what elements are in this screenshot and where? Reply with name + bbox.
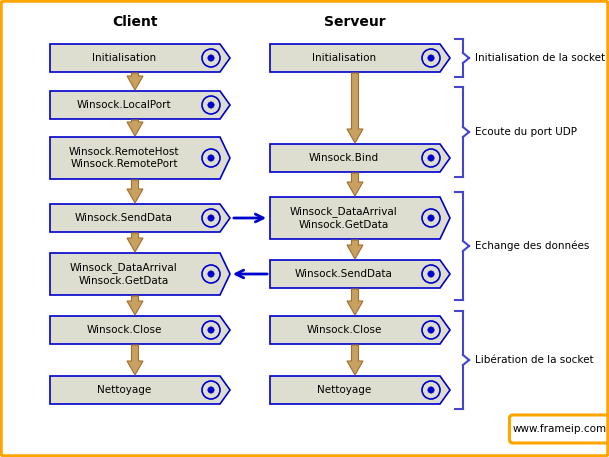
Circle shape <box>208 271 214 277</box>
Polygon shape <box>127 233 143 252</box>
Circle shape <box>208 155 214 161</box>
Circle shape <box>208 102 214 108</box>
Polygon shape <box>50 44 230 72</box>
Circle shape <box>428 155 434 161</box>
Text: Winsock.SendData: Winsock.SendData <box>295 269 393 279</box>
Circle shape <box>428 215 434 221</box>
Circle shape <box>208 55 214 61</box>
Polygon shape <box>347 173 363 196</box>
Circle shape <box>208 215 214 221</box>
Polygon shape <box>347 289 363 315</box>
Polygon shape <box>127 345 143 375</box>
Circle shape <box>208 327 214 333</box>
Polygon shape <box>127 73 143 90</box>
Polygon shape <box>50 91 230 119</box>
Circle shape <box>428 271 434 277</box>
Text: Nettoyage: Nettoyage <box>317 385 371 395</box>
Circle shape <box>428 387 434 393</box>
Text: Serveur: Serveur <box>324 15 386 29</box>
Circle shape <box>428 327 434 333</box>
Text: Winsock.Close: Winsock.Close <box>86 325 161 335</box>
Text: Initialisation: Initialisation <box>92 53 156 63</box>
Text: Winsock_DataArrival
Winsock.GetData: Winsock_DataArrival Winsock.GetData <box>290 207 398 230</box>
Text: www.frameip.com: www.frameip.com <box>513 424 607 434</box>
Text: Winsock.RemoteHost
Winsock.RemotePort: Winsock.RemoteHost Winsock.RemotePort <box>69 147 179 169</box>
Circle shape <box>208 387 214 393</box>
Polygon shape <box>270 316 450 344</box>
Text: Libération de la socket: Libération de la socket <box>475 355 594 365</box>
Text: Winsock.Close: Winsock.Close <box>306 325 382 335</box>
Text: Winsock_DataArrival
Winsock.GetData: Winsock_DataArrival Winsock.GetData <box>70 262 178 286</box>
Polygon shape <box>50 137 230 179</box>
Polygon shape <box>127 180 143 203</box>
Polygon shape <box>270 44 450 72</box>
FancyBboxPatch shape <box>510 415 609 443</box>
Circle shape <box>428 55 434 61</box>
Polygon shape <box>270 197 450 239</box>
Polygon shape <box>127 296 143 315</box>
Polygon shape <box>270 260 450 288</box>
Polygon shape <box>50 316 230 344</box>
Polygon shape <box>347 345 363 375</box>
Polygon shape <box>50 204 230 232</box>
Polygon shape <box>127 120 143 136</box>
Text: Winsock.Bind: Winsock.Bind <box>309 153 379 163</box>
Polygon shape <box>50 253 230 295</box>
Polygon shape <box>347 240 363 259</box>
Text: Echange des données: Echange des données <box>475 241 590 251</box>
Text: Winsock.SendData: Winsock.SendData <box>75 213 173 223</box>
Text: Nettoyage: Nettoyage <box>97 385 151 395</box>
Text: Winsock.LocalPort: Winsock.LocalPort <box>77 100 171 110</box>
Polygon shape <box>50 376 230 404</box>
Polygon shape <box>270 376 450 404</box>
Text: Ecoute du port UDP: Ecoute du port UDP <box>475 127 577 137</box>
Text: Client: Client <box>112 15 158 29</box>
Polygon shape <box>270 144 450 172</box>
Polygon shape <box>347 73 363 143</box>
Text: Initialisation de la socket: Initialisation de la socket <box>475 53 605 63</box>
Text: Initialisation: Initialisation <box>312 53 376 63</box>
